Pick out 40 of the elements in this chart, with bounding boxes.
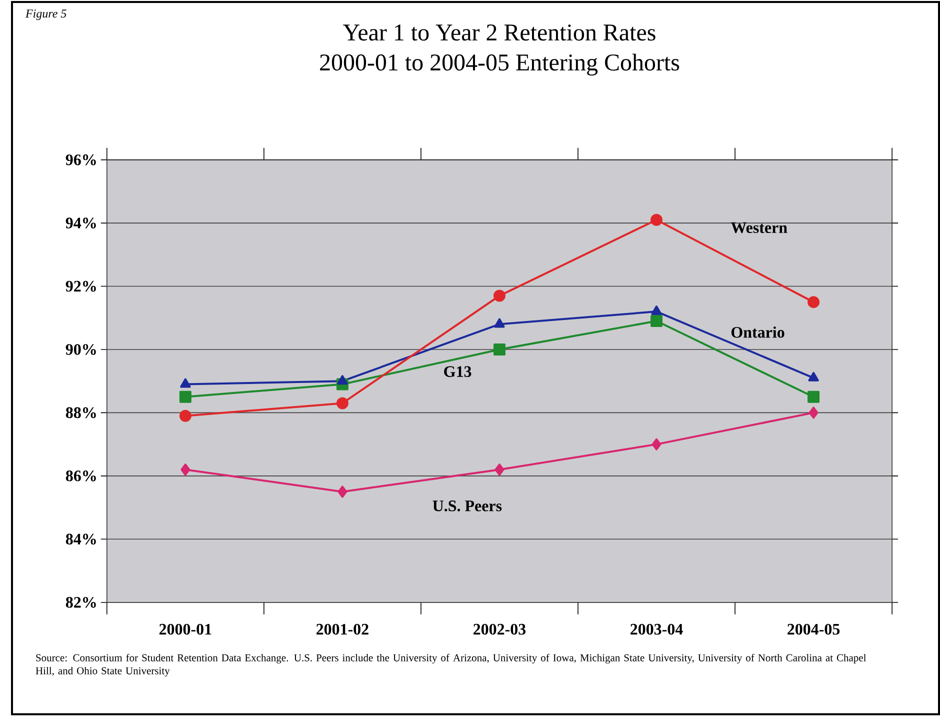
point: [651, 305, 662, 315]
y-tick-label: 84%: [66, 534, 96, 544]
point: [337, 374, 348, 384]
point: [336, 397, 348, 410]
series-label: G13: [444, 366, 472, 377]
point: [180, 378, 191, 388]
y-tick-label: 96%: [66, 154, 96, 166]
series-label: Ontario: [731, 326, 784, 338]
series-label: Western: [730, 222, 788, 234]
caption: Figure 5: [25, 9, 66, 20]
y-tick-label: 94%: [66, 218, 96, 228]
point: [338, 486, 348, 498]
y-tick-label: 92%: [66, 280, 96, 292]
point: [650, 214, 662, 226]
chart-title: Year 1 to Year 2 Retention Rates: [343, 24, 656, 40]
x-tick-label: 2004-05: [788, 624, 840, 635]
y-tick-label: 82%: [66, 596, 96, 608]
x-tick-label: 2001-02: [316, 624, 368, 635]
series-label: U.S. Peers: [432, 500, 502, 512]
point: [493, 343, 506, 356]
point: [808, 296, 820, 308]
chart-subtitle: 2000-01 to 2004-05 Entering Cohorts: [320, 54, 680, 76]
y-tick-label: 88%: [66, 407, 96, 418]
point: [808, 390, 820, 403]
point: [494, 463, 504, 476]
source-note: Source: Consortium for Student Retention Data Exchange. U.S. Peers include the University of Arizona, University of Iowa, Michigan State University, University of North Carolina at Chapel Hill, and Ohio State University: [36, 654, 866, 676]
point: [652, 438, 662, 450]
point: [808, 406, 818, 419]
point: [494, 318, 505, 328]
point: [808, 372, 819, 382]
point: [179, 390, 192, 403]
x-tick-label: 2003-04: [630, 624, 683, 635]
point: [493, 290, 506, 302]
y-tick-label: 90%: [66, 344, 96, 355]
x-tick-label: 2002-03: [474, 624, 526, 635]
y-tick-label: 86%: [66, 470, 96, 482]
point: [650, 314, 662, 327]
point: [180, 463, 190, 476]
point: [179, 410, 192, 422]
x-tick-label: 2000-01: [159, 624, 212, 635]
